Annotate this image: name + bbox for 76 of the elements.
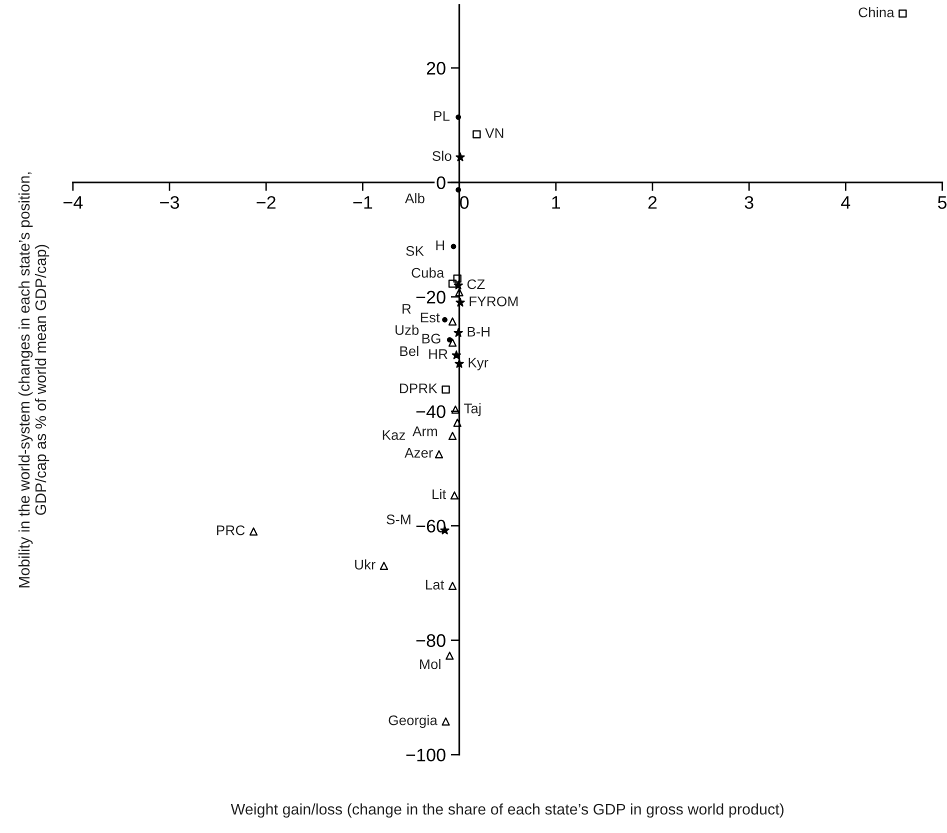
point xyxy=(453,274,462,283)
point xyxy=(454,280,463,290)
y-tick-label: 20 xyxy=(426,62,446,75)
x-tick-label: 2 xyxy=(648,196,657,209)
annotation: HR xyxy=(429,349,448,359)
point xyxy=(450,491,459,500)
point xyxy=(456,114,462,120)
point xyxy=(472,130,481,138)
point xyxy=(448,582,457,590)
point xyxy=(898,9,907,18)
annotation: PRC xyxy=(217,525,245,536)
annotation: H xyxy=(436,240,444,250)
annotation: Kyr xyxy=(468,358,488,370)
annotation: DPRK xyxy=(400,384,438,394)
x-tick-label: 5 xyxy=(938,196,947,209)
annotation: BG xyxy=(422,334,440,344)
point xyxy=(380,562,388,570)
point xyxy=(442,385,450,394)
y-tick-label: −80 xyxy=(416,634,446,647)
annotation: Taj xyxy=(464,403,481,416)
point xyxy=(450,244,456,250)
point xyxy=(448,338,457,347)
annotation: PL xyxy=(434,111,450,121)
annotation: S-M xyxy=(386,514,410,524)
x-tick-label: 3 xyxy=(744,196,754,209)
point xyxy=(442,317,448,322)
annotation: B-H xyxy=(468,326,490,337)
x-axis-title: Weight gain/loss (change in the share of each state’s GDP in gross world product) xyxy=(230,803,784,818)
point xyxy=(456,152,465,162)
point xyxy=(454,328,463,337)
annotation: Ukr xyxy=(355,559,376,570)
y-tick-label: −100 xyxy=(406,748,446,762)
point xyxy=(434,450,444,458)
point xyxy=(455,288,464,296)
annotation: Mol xyxy=(420,658,440,670)
y-axis-title: Mobility in the world-system (changes in each state’s position, GDP/cap as % of world mean GDP/cap) xyxy=(18,172,50,588)
y-tick-label: 0 xyxy=(436,176,446,190)
point xyxy=(454,359,464,368)
x-tick-label: −4 xyxy=(64,196,83,209)
x-tick-label: 0 xyxy=(460,196,469,209)
point xyxy=(448,432,457,440)
annotation: Bel xyxy=(400,346,418,356)
annotation: Lit xyxy=(432,488,446,500)
annotation: Slo xyxy=(432,150,452,161)
x-tick-label: −3 xyxy=(160,196,180,209)
point xyxy=(446,337,452,342)
annotation: Arm xyxy=(412,426,438,436)
annotation: China xyxy=(858,7,894,18)
annotation: Est xyxy=(420,312,440,322)
x-tick-label: 4 xyxy=(841,196,850,209)
point xyxy=(453,418,462,427)
point xyxy=(452,350,461,360)
point xyxy=(448,280,457,288)
point xyxy=(446,652,454,660)
annotation: Uzb xyxy=(396,324,419,335)
annotation: Lat xyxy=(426,580,444,590)
annotation: Kaz xyxy=(382,430,405,440)
x-tick-label: −2 xyxy=(256,196,276,209)
point xyxy=(456,187,462,193)
x-tick-label: −1 xyxy=(353,196,372,209)
annotation: FYROM xyxy=(470,296,518,306)
point xyxy=(442,717,450,726)
annotation: Georgia xyxy=(388,715,438,728)
point xyxy=(249,527,258,536)
annotation: VN xyxy=(485,128,504,138)
annotation: SK xyxy=(406,246,424,256)
annotation: Azer xyxy=(404,448,433,458)
annotation: Alb xyxy=(404,193,424,204)
y-tick-label: −20 xyxy=(416,290,446,304)
y-tick-label: −40 xyxy=(416,405,446,418)
annotation: CZ xyxy=(467,279,485,290)
annotation: Cuba xyxy=(412,268,444,278)
point xyxy=(448,317,457,326)
point xyxy=(456,298,465,307)
annotation: R xyxy=(402,304,411,314)
x-tick-label: 1 xyxy=(552,196,560,209)
